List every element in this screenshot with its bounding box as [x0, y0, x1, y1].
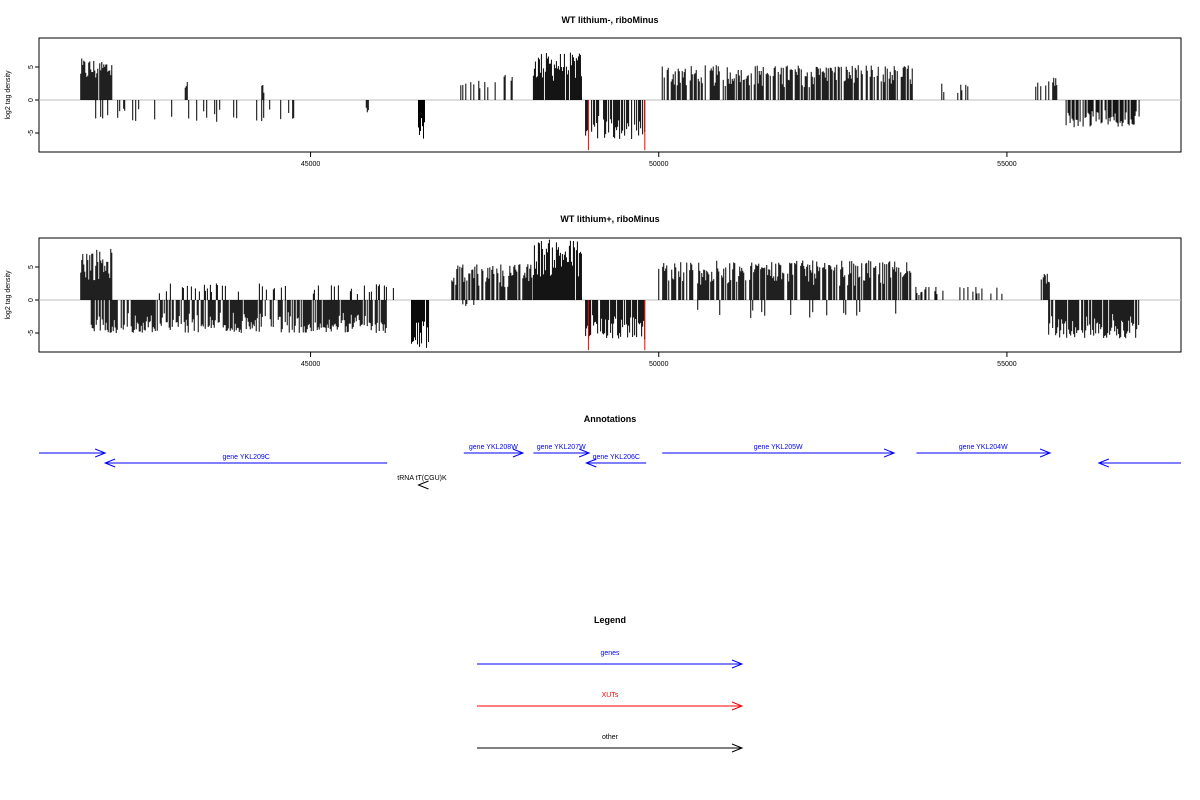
x-tick-label: 50000 [649, 361, 669, 368]
legend-title: Legend [594, 615, 626, 625]
legend-items: genes XUTs other [477, 650, 744, 753]
x-tick-label: 55000 [997, 361, 1017, 368]
feature-arrowhead [1039, 448, 1052, 458]
legend-arrowhead [731, 659, 744, 669]
y-tick-label: -5 [28, 330, 35, 336]
feature-label: gene YKL205W [754, 444, 803, 451]
y-tick-label: 5 [28, 65, 35, 69]
legend-item: XUTs [477, 692, 744, 711]
panel-1-frame [38, 37, 1182, 153]
panel-2-frame [38, 237, 1182, 353]
panel-2-bars [80, 239, 1140, 351]
y-tick-label: 0 [28, 98, 35, 102]
annotation-feature: gene YKL209C [103, 454, 388, 468]
feature-label: tRNA tT(CGU)K [397, 475, 447, 482]
feature-arrowhead [417, 480, 429, 490]
annotations-title: Annotations [584, 414, 637, 424]
legend-label: genes [600, 650, 620, 657]
x-tick-label: 45000 [301, 161, 321, 168]
legend-item: genes [477, 650, 744, 669]
legend-label: other [602, 734, 619, 741]
feature-label: gene YKL209C [222, 454, 269, 461]
legend-arrowhead [731, 701, 744, 711]
panel-2-title: WT lithium+, riboMinus [560, 214, 659, 224]
panel-wt-lithium-plus: WT lithium+, riboMinus log2 tag density … [5, 214, 1182, 368]
y-tick-label: 5 [28, 265, 35, 269]
legend-label: XUTs [602, 692, 619, 699]
annotation-feature: gene YKL205W [662, 444, 896, 458]
legend-item: other [477, 734, 744, 753]
panel-2-ylabel: log2 tag density [5, 270, 12, 320]
x-tick-label: 50000 [649, 161, 669, 168]
panel-1-bars [80, 52, 1140, 151]
legend-arrowhead [731, 743, 744, 753]
annotation-feature: tRNA tT(CGU)K [397, 475, 447, 490]
legend: Legend genes XUTs other [477, 615, 744, 753]
feature-label: gene YKL208W [469, 444, 518, 451]
panel-1-ylabel: log2 tag density [5, 70, 12, 120]
panel-1-title: WT lithium-, riboMinus [562, 15, 659, 25]
feature-label: gene YKL206C [593, 454, 640, 461]
y-tick-label: -5 [28, 130, 35, 136]
x-tick-label: 55000 [997, 161, 1017, 168]
annotation-feature: gene YKL207W [533, 444, 591, 458]
feature-arrowhead [103, 458, 116, 468]
panel-1-axes: 45000 50000 55000 -5 0 5 [28, 65, 1017, 168]
annotation-feature: gene YKL206C [584, 454, 647, 468]
y-tick-label: 0 [28, 298, 35, 302]
feature-arrowhead [578, 448, 591, 458]
feature-arrowhead [94, 448, 107, 458]
feature-label: gene YKL204W [959, 444, 1008, 451]
x-tick-label: 45000 [301, 361, 321, 368]
feature-label: gene YKL207W [537, 444, 586, 451]
panel-2-axes: 45000 50000 55000 -5 0 5 [28, 265, 1017, 368]
annotation-feature [39, 448, 107, 458]
feature-arrowhead [1097, 458, 1110, 468]
annotation-feature [1097, 458, 1181, 468]
annotation-feature: gene YKL208W [463, 444, 525, 458]
feature-arrowhead [584, 458, 597, 468]
annotation-features: gene YKL209C gene YKL208W gene YKL207W gene… [39, 444, 1181, 490]
annotation-feature: gene YKL204W [916, 444, 1052, 458]
feature-arrowhead [883, 448, 896, 458]
panel-wt-lithium-minus: WT lithium-, riboMinus log2 tag density … [5, 15, 1182, 168]
feature-arrowhead [512, 448, 525, 458]
